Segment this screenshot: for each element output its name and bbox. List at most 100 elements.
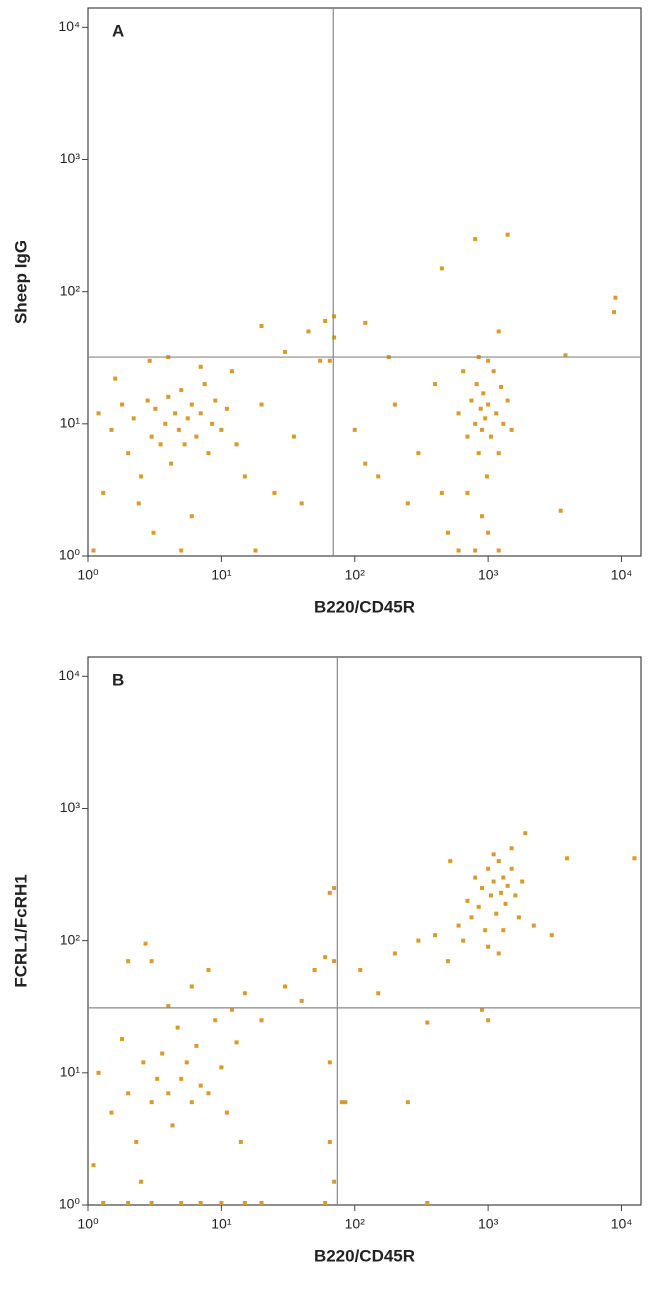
x-tick-label: 10² [345, 567, 366, 583]
event-dot [343, 1100, 348, 1105]
event-dot [283, 984, 288, 989]
event-dot [101, 490, 106, 495]
y-tick-label: 10² [60, 931, 81, 947]
event-dot [332, 335, 337, 340]
event-dot [91, 1163, 96, 1168]
event-dot [96, 411, 101, 416]
event-dot [219, 1201, 224, 1205]
event-dot [445, 530, 450, 535]
event-dot [558, 508, 563, 513]
event-dot [242, 991, 247, 996]
event-dot [376, 991, 381, 996]
event-dot [531, 923, 536, 928]
event-dot [480, 514, 485, 519]
event-dot [198, 411, 203, 416]
event-dot [145, 398, 150, 403]
event-dot [318, 358, 323, 363]
event-dot [480, 1007, 485, 1012]
event-dot [327, 358, 332, 363]
event-dot [416, 938, 421, 943]
event-dot [194, 1043, 199, 1048]
event-dot [126, 959, 131, 964]
event-dot [173, 411, 178, 416]
event-dot [496, 951, 501, 956]
event-dot [299, 501, 304, 506]
event-dot [461, 369, 466, 374]
event-dot [109, 1110, 114, 1115]
event-dot [143, 941, 148, 946]
event-dot [503, 901, 508, 906]
event-dot [170, 1123, 175, 1128]
event-dot [392, 951, 397, 956]
event-dot [469, 915, 474, 920]
x-tick-label: 10⁴ [611, 1216, 633, 1232]
event-dot [219, 1065, 224, 1070]
event-dot [483, 416, 488, 421]
event-dot [166, 1091, 171, 1096]
event-dot [182, 442, 187, 447]
event-dot [166, 1004, 171, 1009]
x-tick-label: 10¹ [211, 1216, 232, 1232]
event-dot [306, 329, 311, 334]
event-dot [219, 427, 224, 432]
event-dot [405, 501, 410, 506]
event-dot [206, 967, 211, 972]
event-dot [476, 904, 481, 909]
event-dot [323, 1201, 328, 1205]
event-dot [179, 1201, 184, 1205]
event-dot [484, 474, 489, 479]
event-dot [283, 349, 288, 354]
y-tick-label: 10¹ [60, 415, 81, 431]
event-dot [259, 402, 264, 407]
event-dot [509, 866, 514, 871]
event-dot [352, 427, 357, 432]
event-dot [155, 1076, 160, 1081]
event-dot [131, 416, 136, 421]
event-dot [505, 398, 510, 403]
plot-frame [87, 7, 642, 557]
event-dot [149, 959, 154, 964]
event-dot [486, 530, 491, 535]
event-dot [169, 461, 174, 466]
event-dot [229, 369, 234, 374]
event-dot [439, 490, 444, 495]
event-dot [206, 1091, 211, 1096]
event-dot [474, 382, 479, 387]
event-dot [149, 1100, 154, 1105]
event-dot [139, 1179, 144, 1184]
event-dot [213, 1018, 218, 1023]
event-dot [202, 382, 207, 387]
event-dot [141, 1060, 146, 1065]
event-dot [323, 318, 328, 323]
event-dot [327, 890, 332, 895]
event-dot [198, 1083, 203, 1088]
event-dot [259, 1018, 264, 1023]
event-dot [563, 353, 568, 358]
event-dot [499, 384, 504, 389]
event-dot [184, 1060, 189, 1065]
event-dot [488, 893, 493, 898]
event-dot [476, 451, 481, 456]
event-dot [166, 394, 171, 399]
event-dot [189, 514, 194, 519]
event-dot [465, 898, 470, 903]
x-axis-label: B220/CD45R [314, 597, 415, 616]
event-dot [473, 421, 478, 426]
event-dot [120, 402, 125, 407]
event-dot [433, 382, 438, 387]
event-dot [113, 376, 118, 381]
event-dot [480, 886, 485, 891]
event-dot [509, 427, 514, 432]
event-dot [516, 915, 521, 920]
event-dot [160, 1051, 165, 1056]
event-dot [501, 875, 506, 880]
x-tick-label: 10⁰ [77, 567, 99, 583]
event-dot [179, 1076, 184, 1081]
x-tick-label: 10³ [478, 1216, 499, 1232]
event-dot [486, 358, 491, 363]
event-dot [158, 442, 163, 447]
event-dot [224, 1110, 229, 1115]
event-dot [109, 427, 114, 432]
event-dot [456, 411, 461, 416]
